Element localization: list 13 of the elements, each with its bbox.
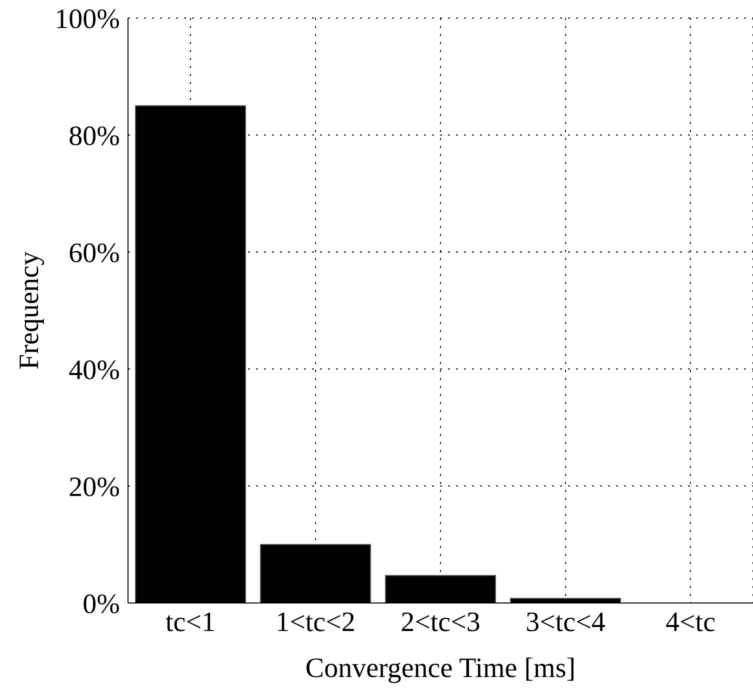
y-tick-label: 0%	[82, 588, 120, 620]
x-tick-label: 2<tc<3	[400, 606, 480, 638]
y-axis-title: Frequency	[14, 251, 45, 370]
y-tick-label: 40%	[68, 354, 120, 386]
x-tick-label: 3<tc<4	[526, 606, 606, 638]
y-tick-label: 20%	[68, 472, 120, 503]
y-tick-label: 80%	[68, 120, 120, 152]
y-tick-label: 60%	[68, 238, 120, 269]
x-tick-label: tc<1	[166, 606, 216, 638]
x-tick-label: 1<tc<2	[276, 606, 356, 638]
x-tick-label: 4<tc	[666, 606, 716, 638]
x-axis-title: Convergence Time [ms]	[305, 653, 576, 684]
y-tick-label: 100%	[54, 4, 120, 35]
